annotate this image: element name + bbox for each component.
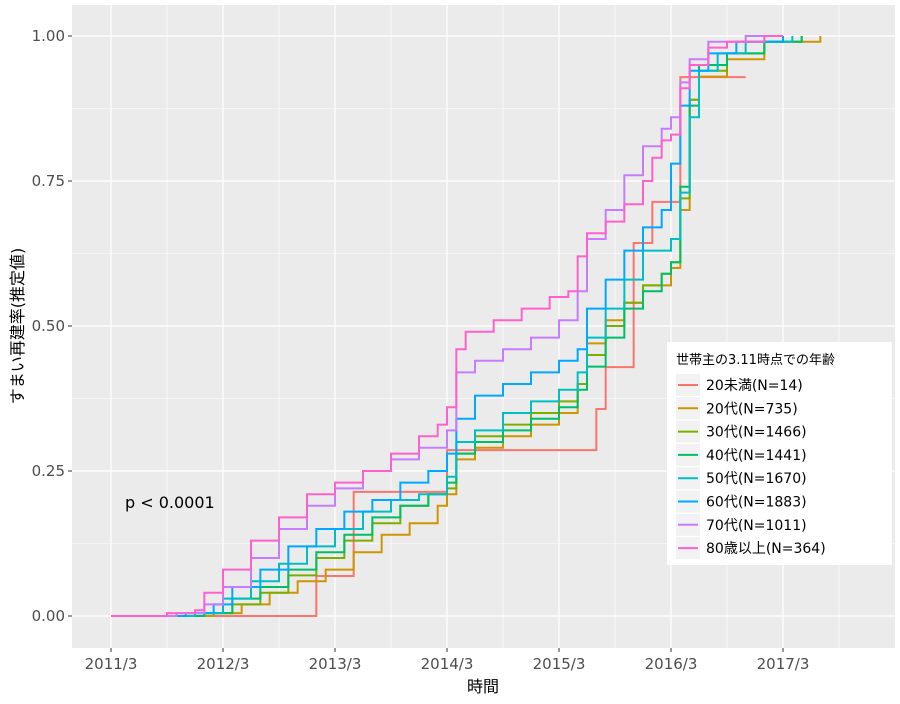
y-axis-title: すまい再建率(推定値) xyxy=(8,248,27,405)
y-tick-label: 1.00 xyxy=(32,27,65,45)
y-tick-label: 0.00 xyxy=(32,607,65,625)
x-tick-label: 2013/3 xyxy=(309,655,362,673)
y-tick-label: 0.75 xyxy=(32,172,65,190)
x-tick-label: 2015/3 xyxy=(533,655,586,673)
legend-label: 20代(N=735) xyxy=(706,401,798,417)
y-axis-ticks: 0.00 0.25 0.50 0.75 1.00 xyxy=(32,27,72,625)
series-line-4 xyxy=(111,36,794,617)
legend-label: 20未満(N=14) xyxy=(706,378,803,394)
legend-label: 70代(N=1011) xyxy=(706,518,807,534)
legend-label: 40代(N=1441) xyxy=(706,448,807,464)
p-value-annotation: p < 0.0001 xyxy=(125,493,215,512)
series-line-6 xyxy=(111,35,783,617)
legend-label: 80歳以上(N=364) xyxy=(706,541,826,557)
x-tick-label: 2011/3 xyxy=(85,655,138,673)
series-line-1 xyxy=(111,36,822,617)
legend-label: 50代(N=1670) xyxy=(706,471,807,487)
legend-background xyxy=(667,342,892,565)
x-tick-label: 2014/3 xyxy=(421,655,474,673)
legend-title: 世帯主の3.11時点での年齢 xyxy=(676,353,835,368)
series-line-7 xyxy=(111,35,783,617)
y-tick-label: 0.25 xyxy=(32,462,65,480)
x-axis-ticks: 2011/3 2012/3 2013/3 2014/3 2015/3 2016/3 2017… xyxy=(85,648,810,673)
x-tick-label: 2012/3 xyxy=(197,655,250,673)
legend-label: 60代(N=1883) xyxy=(706,495,807,511)
x-axis-title: 時間 xyxy=(467,677,499,696)
series-lines xyxy=(111,35,822,617)
series-line-5 xyxy=(111,36,784,617)
series-line-0 xyxy=(111,76,746,617)
legend: 世帯主の3.11時点での年齢 20未満(N=14) 20代(N=735) 30代(N… xyxy=(667,342,892,565)
y-tick-label: 0.50 xyxy=(32,317,65,335)
legend-label: 30代(N=1466) xyxy=(706,425,807,441)
series-line-3 xyxy=(111,36,803,617)
x-tick-label: 2017/3 xyxy=(757,655,810,673)
x-tick-label: 2016/3 xyxy=(645,655,698,673)
